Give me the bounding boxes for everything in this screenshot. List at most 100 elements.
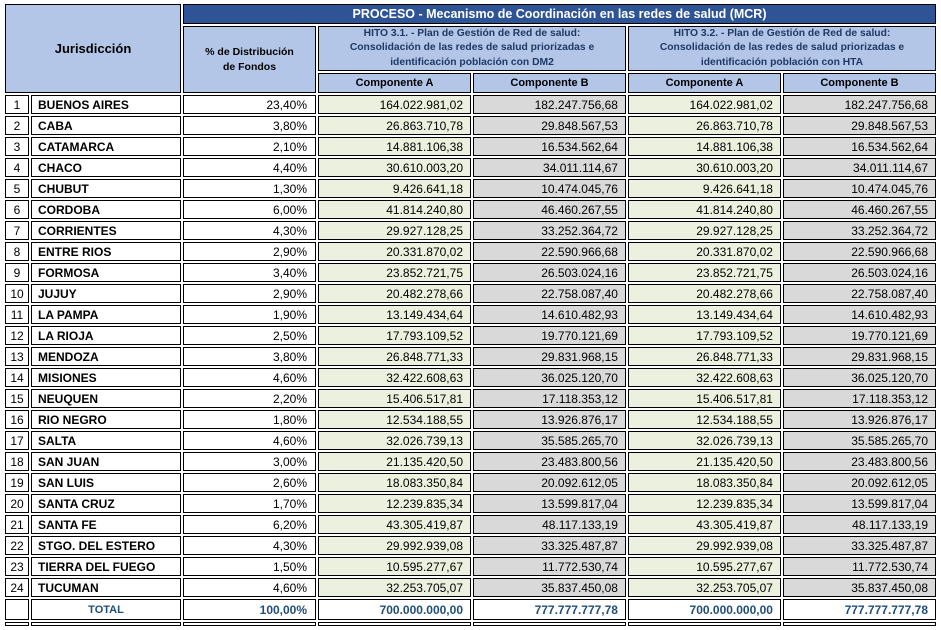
hito31-componente-b-value: 16.534.562,64: [473, 137, 626, 157]
hito31-componente-a-value: 26.848.771,33: [318, 347, 471, 367]
row-number: 22: [5, 536, 29, 556]
table-row: 4 CHACO 4,40% 30.610.003,20 34.011.114,6…: [5, 158, 936, 178]
header-row-title: Jurisdicción PROCESO - Mecanismo de Coor…: [5, 4, 936, 94]
table-footer: TOTAL 100,00% 700.000.000,00 777.777.777…: [5, 599, 936, 627]
hito32-componente-a-value: 20.331.870,02: [627, 242, 781, 262]
jurisdiction-name: TUCUMAN: [31, 578, 182, 598]
hito32-componente-b-value: 14.610.482,93: [782, 305, 936, 325]
hito31-componente-a-value: 20.331.870,02: [318, 242, 471, 262]
hito31-componente-a-value: 43.305.419,87: [318, 515, 471, 535]
total-hito31-componente-b: 777.777.777,78: [473, 599, 626, 621]
hito32-componente-a-value: 14.881.106,38: [627, 137, 781, 157]
hito32-componente-b-value: 34.011.114,67: [782, 158, 936, 178]
jurisdiction-name: SANTA CRUZ: [31, 494, 182, 514]
table-row: 6 CORDOBA 6,00% 41.814.240,80 46.460.267…: [5, 200, 936, 220]
row-number: 1: [5, 95, 29, 115]
hito31-componente-a-value: 164.022.981,02: [318, 95, 471, 115]
hito31-componente-a-value: 26.863.710,78: [318, 116, 471, 136]
total-hito31-componente-a: 700.000.000,00: [318, 599, 471, 621]
header-row-componentes: Componente A Componente B Componente A C…: [5, 73, 936, 94]
hito32-componente-a-value: 26.848.771,33: [627, 347, 781, 367]
jurisdiction-name: SAN LUIS: [31, 473, 182, 493]
hito32-componente-a-value: 43.305.419,87: [627, 515, 781, 535]
jurisdiction-name: STGO. DEL ESTERO: [31, 536, 182, 556]
distribution-percentage: 3,40%: [183, 263, 317, 283]
hito31-componente-b-value: 182.247.756,68: [473, 95, 626, 115]
row-number: 13: [5, 347, 29, 367]
hito32-componente-a-value: 13.149.434,64: [627, 305, 781, 325]
distribution-percentage: 3,00%: [183, 452, 317, 472]
hito32-componente-b-value: 20.092.612,05: [782, 473, 936, 493]
hito31-componente-b-value: 48.117.133,19: [473, 515, 626, 535]
hito31-componente-b-value: 22.590.966,68: [473, 242, 626, 262]
hito32-componente-b-value: 22.758.087,40: [782, 284, 936, 304]
row-number: 18: [5, 452, 29, 472]
distribution-percentage: 2,90%: [183, 242, 317, 262]
hito32-componente-a-value: 12.239.835,34: [627, 494, 781, 514]
total-hito32-componente-b: 777.777.777,78: [782, 599, 936, 621]
jurisdiction-name: ENTRE RIOS: [31, 242, 182, 262]
distribution-percentage: 1,90%: [183, 305, 317, 325]
total-row: TOTAL 100,00% 700.000.000,00 777.777.777…: [5, 599, 936, 621]
hito32-componente-b-value: 26.503.024,16: [782, 263, 936, 283]
row-number: 20: [5, 494, 29, 514]
hito32-componente-b-value: 23.483.800,56: [782, 452, 936, 472]
hito32-componente-b-value: 13.599.817,04: [782, 494, 936, 514]
funds-distribution-table: Jurisdicción PROCESO - Mecanismo de Coor…: [3, 2, 938, 628]
jurisdiction-name: CHACO: [31, 158, 182, 178]
table-row: 21 SANTA FE 6,20% 43.305.419,87 48.117.1…: [5, 515, 936, 535]
table-row: 18 SAN JUAN 3,00% 21.135.420,50 23.483.8…: [5, 452, 936, 472]
hito32-componente-b-value: 48.117.133,19: [782, 515, 936, 535]
jurisdiction-name: CATAMARCA: [31, 137, 182, 157]
hito31-componente-a-value: 23.852.721,75: [318, 263, 471, 283]
hito31-componente-a-value: 10.595.277,67: [318, 557, 471, 577]
hito31-componente-b-value: 33.325.487,87: [473, 536, 626, 556]
hito32-componente-b-value: 19.770.121,69: [782, 326, 936, 346]
hito31-componente-a-value: 32.422.608,63: [318, 368, 471, 388]
hito32-componente-a-value: 29.992.939,08: [627, 536, 781, 556]
jurisdiction-name: BUENOS AIRES: [31, 95, 182, 115]
table-row: 24 TUCUMAN 4,60% 32.253.705,07 35.837.45…: [5, 578, 936, 598]
table-row: 2 CABA 3,80% 26.863.710,78 29.848.567,53…: [5, 116, 936, 136]
hito32-componente-a-value: 164.022.981,02: [627, 95, 781, 115]
hito31-componente-b-value: 22.758.087,40: [473, 284, 626, 304]
row-number: 21: [5, 515, 29, 535]
hito31-componente-b-value: 29.848.567,53: [473, 116, 626, 136]
jurisdiction-name: CORRIENTES: [31, 221, 182, 241]
jurisdiction-name: SALTA: [31, 431, 182, 451]
row-number: 16: [5, 410, 29, 430]
hito31-componente-b-value: 13.599.817,04: [473, 494, 626, 514]
row-number: 7: [5, 221, 29, 241]
row-number: 24: [5, 578, 29, 598]
hito31-componente-a-value: 14.881.106,38: [318, 137, 471, 157]
hito31-componente-a-value: 13.149.434,64: [318, 305, 471, 325]
distribution-percentage: 3,80%: [183, 347, 317, 367]
row-number: 3: [5, 137, 29, 157]
hito31-componente-a-value: 29.992.939,08: [318, 536, 471, 556]
column-header-hito32-componente-b: Componente B: [782, 73, 936, 94]
hito32-componente-a-value: 15.406.517,81: [627, 389, 781, 409]
hito32-componente-a-value: 26.863.710,78: [627, 116, 781, 136]
total-row-number-cell: [5, 599, 29, 621]
hito31-componente-b-value: 36.025.120,70: [473, 368, 626, 388]
distribution-percentage: 4,30%: [183, 536, 317, 556]
jurisdiction-name: MENDOZA: [31, 347, 182, 367]
hito31-componente-b-value: 33.252.364,72: [473, 221, 626, 241]
table-row: 13 MENDOZA 3,80% 26.848.771,33 29.831.96…: [5, 347, 936, 367]
jurisdiction-name: CORDOBA: [31, 200, 182, 220]
hito31-componente-b-value: 34.011.114,67: [473, 158, 626, 178]
hito31-componente-b-value: 14.610.482,93: [473, 305, 626, 325]
hito31-componente-b-value: 26.503.024,16: [473, 263, 626, 283]
table-row: 7 CORRIENTES 4,30% 29.927.128,25 33.252.…: [5, 221, 936, 241]
hito31-componente-b-value: 19.770.121,69: [473, 326, 626, 346]
table-row: 23 TIERRA DEL FUEGO 1,50% 10.595.277,67 …: [5, 557, 936, 577]
distribution-percentage: 1,50%: [183, 557, 317, 577]
hito31-componente-b-value: 46.460.267,55: [473, 200, 626, 220]
distribution-percentage: 4,60%: [183, 368, 317, 388]
row-number: 8: [5, 242, 29, 262]
row-number: 19: [5, 473, 29, 493]
table-row: 10 JUJUY 2,90% 20.482.278,66 22.758.087,…: [5, 284, 936, 304]
total-label: TOTAL: [31, 599, 182, 621]
column-header-hito-3-2: HITO 3.2. - Plan de Gestión de Red de sa…: [627, 26, 936, 72]
hito31-componente-a-value: 29.927.128,25: [318, 221, 471, 241]
